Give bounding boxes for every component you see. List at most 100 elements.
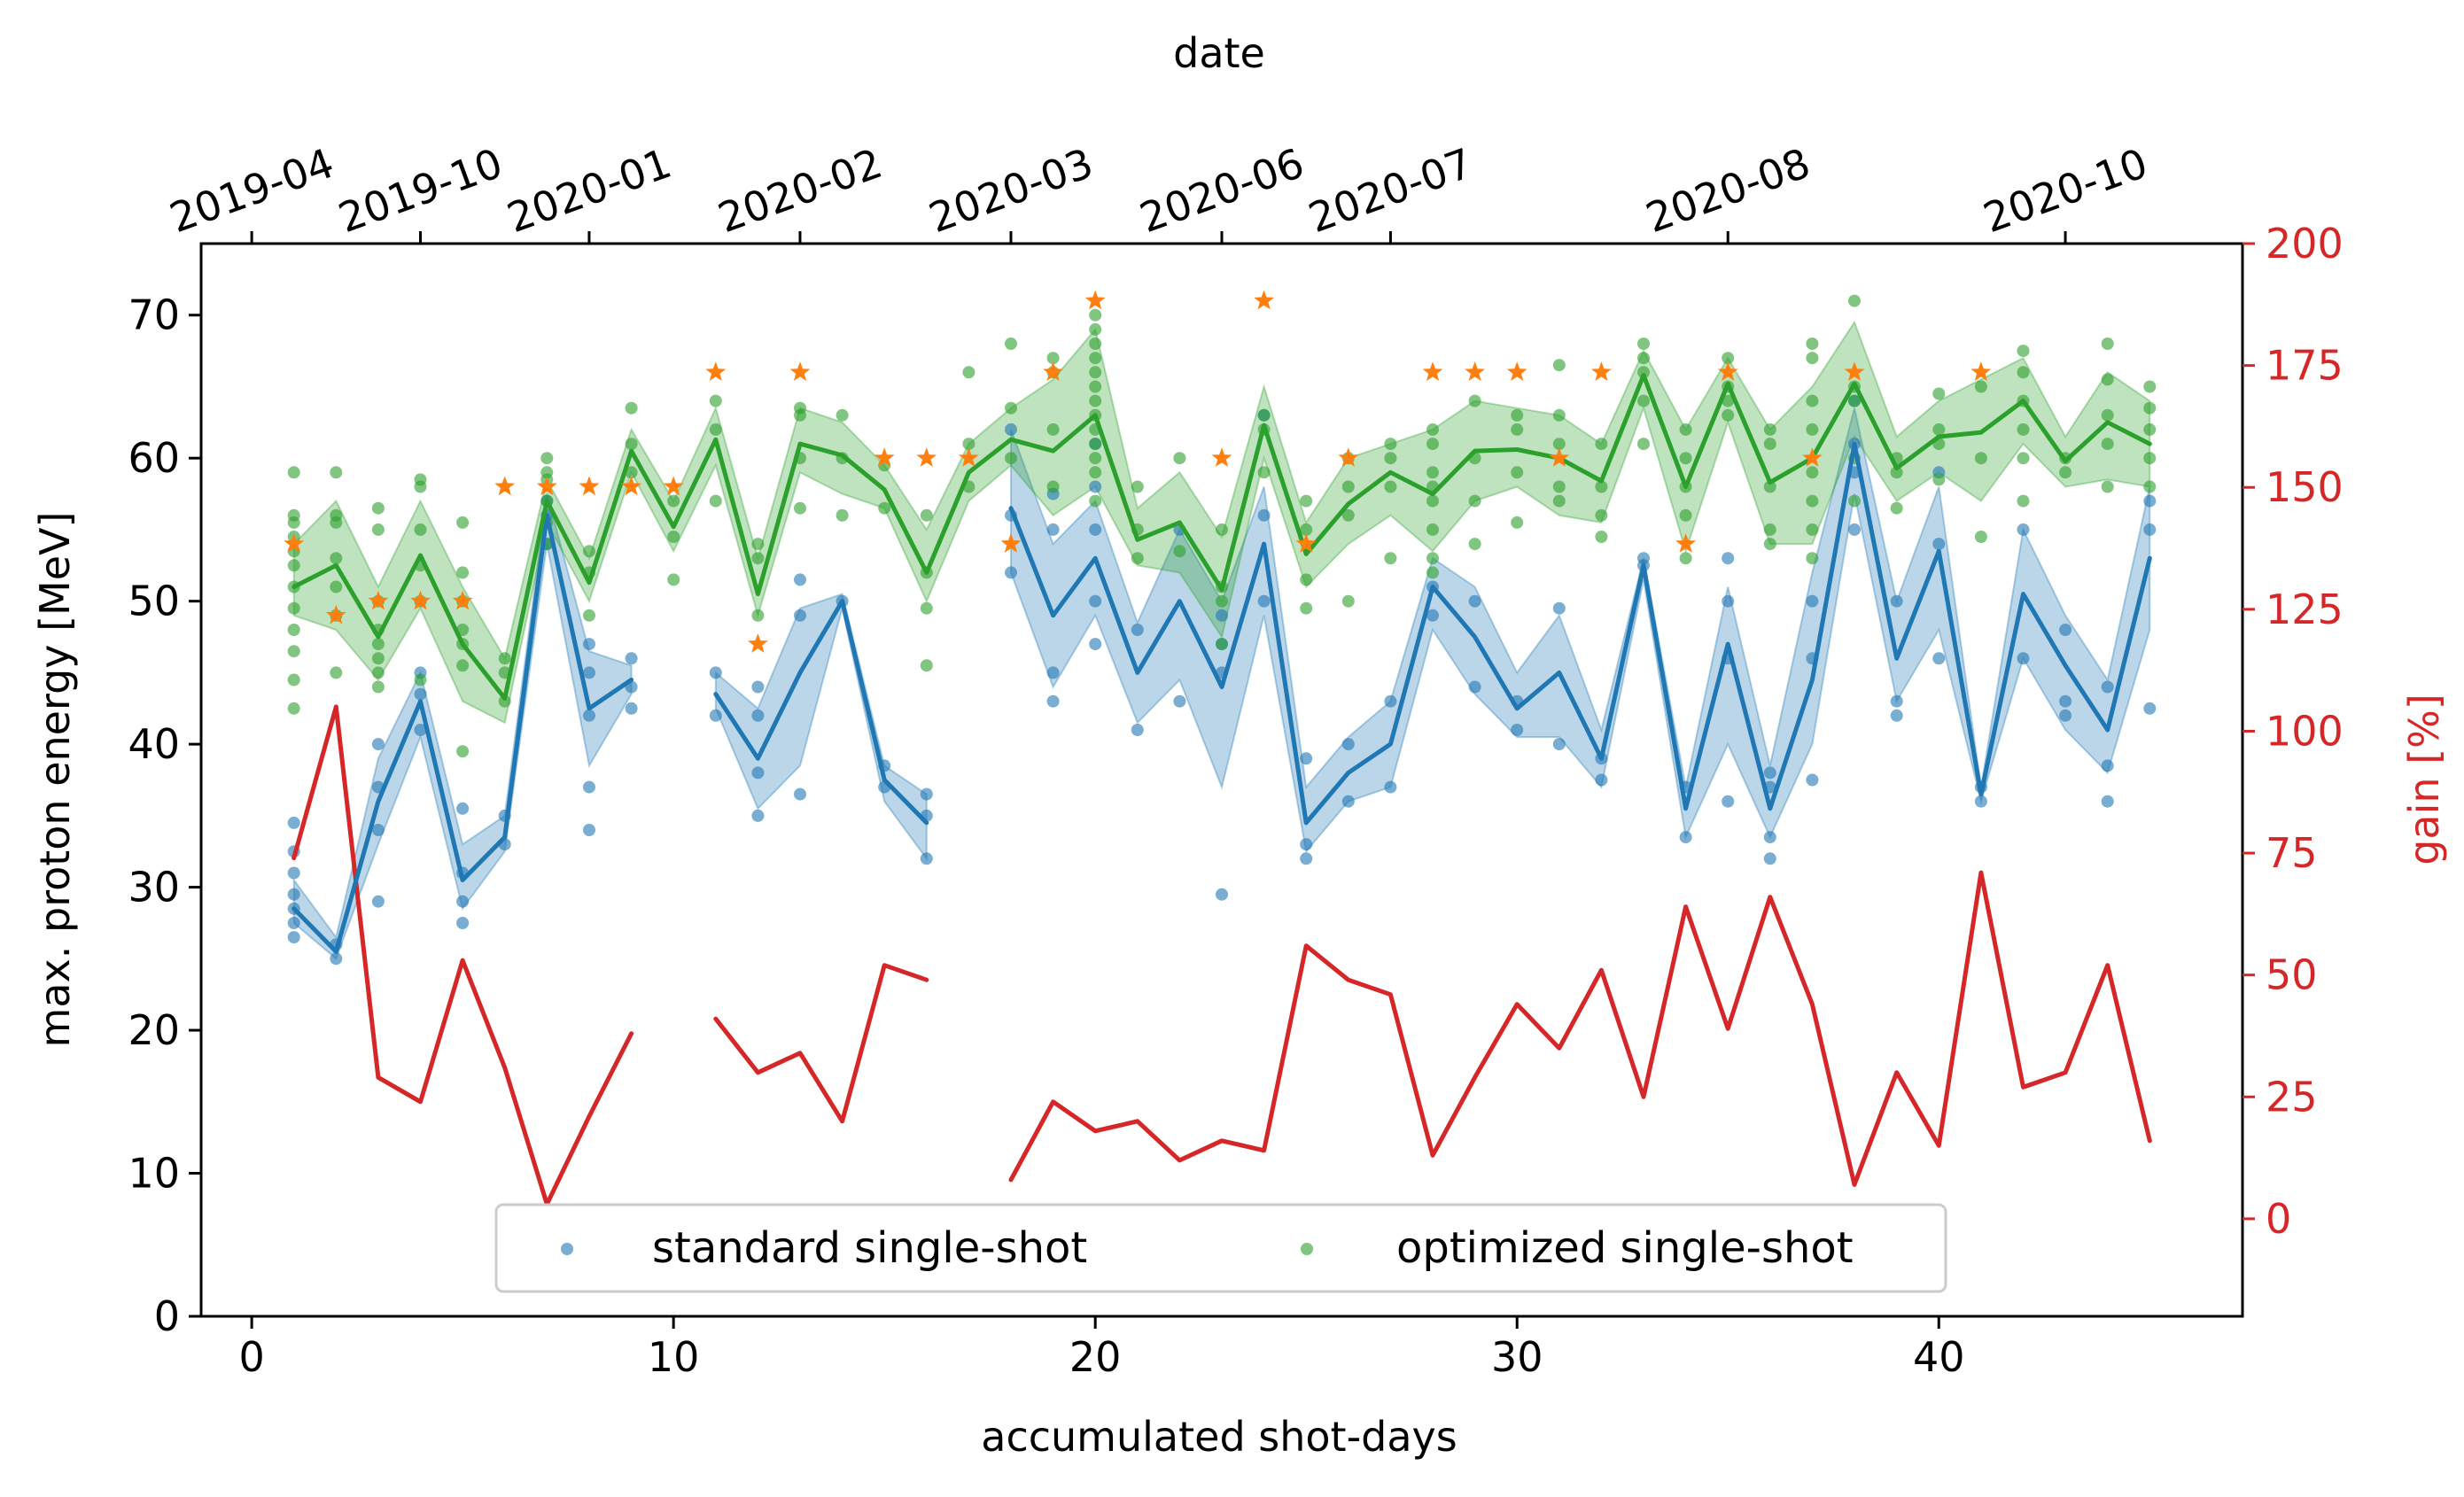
optimized-point — [1089, 494, 1102, 508]
best-shot-star — [789, 361, 811, 381]
best-shot-star — [494, 476, 516, 496]
y-tick-label: 10 — [128, 1150, 180, 1198]
legend-frame — [494, 1203, 1947, 1293]
optimized-point — [625, 438, 638, 451]
y-tick-label: 70 — [128, 291, 180, 339]
optimized-point — [2143, 401, 2157, 415]
optimized-point — [1089, 352, 1102, 365]
standard-point — [2101, 795, 2114, 808]
standard-point — [1216, 888, 1228, 901]
standard-point — [625, 652, 638, 665]
optimized-point — [456, 745, 470, 758]
standard-point — [2143, 702, 2157, 715]
optimized-point — [414, 673, 427, 686]
optimized-point — [287, 601, 300, 615]
optimized-point — [1216, 523, 1228, 536]
standard-point — [1763, 766, 1776, 780]
optimized-point — [1005, 452, 1017, 465]
standard-point — [1005, 423, 1017, 436]
standard-point — [1890, 594, 1903, 608]
optimized-point — [667, 531, 680, 543]
standard-point — [1257, 508, 1271, 522]
optimized-point — [1848, 494, 1861, 508]
legend-marker-standard — [561, 1243, 573, 1255]
optimized-point — [287, 673, 300, 686]
optimized-point — [1637, 438, 1650, 451]
y2-tick-label: 75 — [2266, 829, 2318, 877]
best-shot-star — [284, 533, 305, 553]
optimized-point — [414, 523, 427, 536]
standard-point — [1089, 523, 1102, 536]
optimized-point — [1216, 594, 1228, 608]
optimized-point — [583, 609, 595, 622]
standard-point — [1511, 724, 1524, 736]
standard-point — [1300, 838, 1313, 851]
standard-point — [583, 824, 595, 836]
x-tick-label: 20 — [1069, 1333, 1122, 1381]
optimized-point — [1216, 638, 1228, 651]
optimized-point — [962, 438, 975, 451]
optimized-point — [1468, 538, 1481, 551]
standard-point — [1216, 609, 1228, 622]
standard-point — [414, 724, 427, 736]
best-shot-star — [1084, 290, 1106, 310]
standard-point — [1089, 480, 1102, 493]
y-tick-label: 30 — [128, 864, 180, 911]
optimized-point — [287, 508, 300, 522]
best-shot-star — [959, 447, 979, 467]
standard-point — [1932, 652, 1946, 665]
standard-point — [1552, 601, 1566, 615]
optimized-point — [1468, 394, 1481, 407]
standard-point — [2059, 709, 2072, 722]
optimized-point — [1300, 573, 1313, 586]
optimized-point — [1341, 594, 1355, 608]
best-shot-star — [452, 590, 473, 610]
optimized-point — [1005, 337, 1017, 350]
optimized-point — [1046, 480, 1060, 493]
optimized-point — [1552, 480, 1566, 493]
standard-mean-line-0 — [291, 513, 634, 954]
optimized-point — [540, 452, 554, 465]
optimized-point — [1848, 294, 1861, 307]
optimized-point — [1595, 508, 1608, 522]
best-shot-star — [1802, 447, 1823, 467]
standard-point — [1595, 773, 1608, 787]
optimized-point — [1131, 480, 1144, 493]
optimized-point — [2017, 423, 2030, 436]
best-shot-star — [410, 590, 431, 610]
optimized-point — [1089, 380, 1102, 393]
optimized-point — [1552, 494, 1566, 508]
optimized-point — [1341, 480, 1355, 493]
standard-point — [1552, 738, 1566, 751]
optimized-point — [1552, 438, 1566, 451]
optimized-point — [1722, 394, 1735, 407]
optimized-point — [1089, 438, 1102, 451]
standard-point — [287, 816, 300, 829]
optimized-point — [1046, 423, 1060, 436]
optimized-point — [1974, 531, 1987, 543]
optimized-point — [2101, 480, 2114, 493]
standard-point — [1974, 795, 1987, 808]
optimized-point — [1679, 508, 1692, 522]
standard-point — [1046, 523, 1060, 536]
optimized-point — [1974, 380, 1987, 393]
optimized-point — [751, 609, 765, 622]
optimized-point — [330, 580, 343, 593]
standard-point — [751, 709, 765, 722]
standard-point — [1131, 724, 1144, 736]
standard-point — [1890, 709, 1903, 722]
y-axis-label: max. proton energy [MeV] — [31, 512, 79, 1048]
y2-tick-label: 25 — [2266, 1073, 2318, 1121]
optimized-point — [1932, 423, 1946, 436]
x-tick-label: 30 — [1491, 1333, 1543, 1381]
standard-mean-line-1 — [713, 599, 929, 826]
standard-point — [1806, 773, 1819, 787]
optimized-point — [2143, 452, 2157, 465]
optimized-point — [1763, 423, 1776, 436]
optimized-point — [371, 523, 385, 536]
optimized-point — [456, 566, 470, 579]
optimized-point — [1384, 438, 1397, 451]
optimized-point — [1637, 337, 1650, 350]
optimized-point — [625, 401, 638, 415]
standard-point — [751, 766, 765, 780]
